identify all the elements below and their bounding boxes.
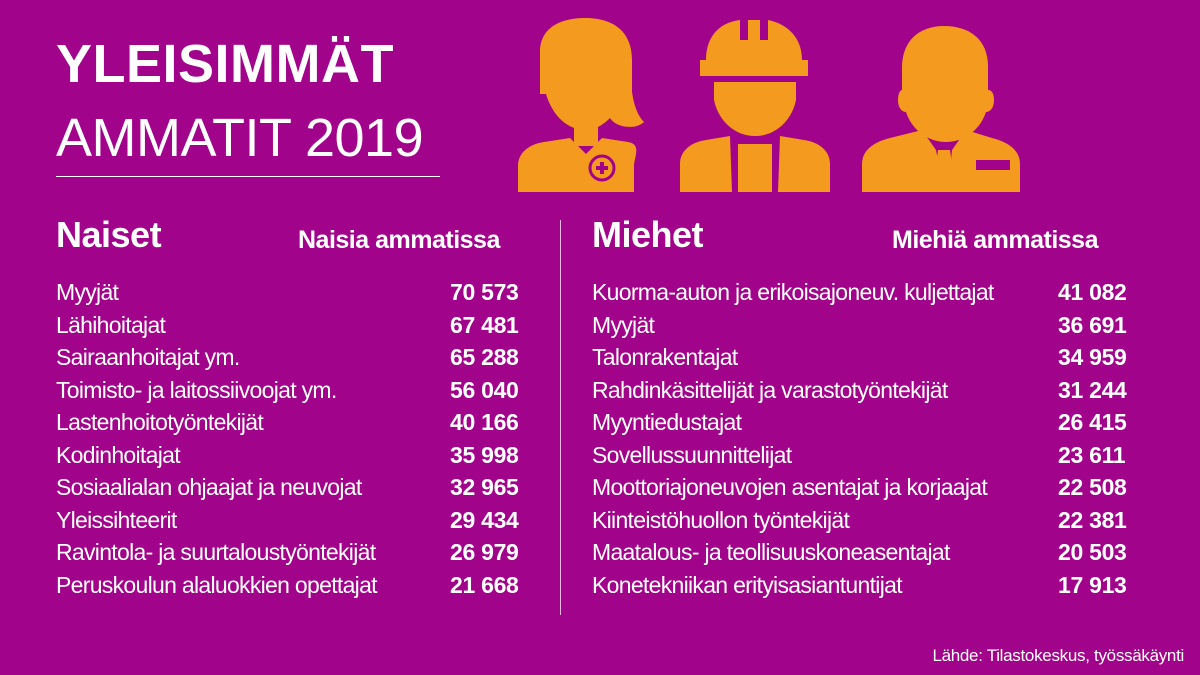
occupation-count: 22 381	[1058, 506, 1127, 533]
women-occupation-row: Lähihoitajat 67 481	[56, 309, 546, 342]
construction-worker-icon	[680, 20, 830, 192]
men-heading: Miehet	[592, 214, 704, 255]
women-occupation-row: Toimisto- ja laitossiivoojat ym. 56 040	[56, 374, 546, 407]
women-subheading: Naisia ammatissa	[298, 226, 500, 254]
occupation-name: Kiinteistöhuollon työntekijät	[592, 506, 850, 533]
occupation-name: Moottoriajoneuvojen asentajat ja korjaaj…	[592, 474, 988, 500]
occupation-name: Sairaanhoitajat ym.	[56, 344, 240, 370]
occupation-name: Peruskoulun alaluokkien opettajat	[56, 571, 378, 598]
occupation-count: 41 082	[1058, 279, 1127, 305]
nurse-icon	[518, 18, 644, 192]
women-occupation-row: Yleissihteerit 29 434	[56, 504, 546, 537]
occupation-name: Myyntiedustajat	[592, 409, 742, 435]
occupation-count: 36 691	[1058, 311, 1127, 338]
occupation-name: Yleissihteerit	[56, 506, 177, 533]
occupation-count: 23 611	[1058, 441, 1126, 468]
occupation-count: 29 434	[450, 506, 519, 533]
women-occupation-row: Sairaanhoitajat ym. 65 288	[56, 341, 546, 374]
occupation-count: 31 244	[1058, 376, 1127, 403]
occupation-count: 34 959	[1058, 344, 1127, 370]
occupation-name: Toimisto- ja laitossiivoojat ym.	[56, 376, 337, 403]
occupation-name: Myyjät	[592, 311, 655, 338]
men-occupation-row: Rahdinkäsittelijät ja varastotyöntekijät…	[592, 374, 1152, 407]
occupation-count: 35 998	[450, 441, 519, 468]
men-occupation-row: Maatalous- ja teollisuuskoneasentajat 20 …	[592, 536, 1152, 569]
occupation-count: 56 040	[450, 376, 519, 403]
men-occupation-row: Kuorma-auton ja erikoisajoneuv. kuljetta…	[592, 276, 1152, 309]
occupation-count: 21 668	[450, 571, 519, 598]
businessman-icon	[862, 26, 1020, 192]
occupation-count: 67 481	[450, 311, 519, 338]
men-occupation-row: Myyntiedustajat 26 415	[592, 406, 1152, 439]
women-occupation-row: Ravintola- ja suurtaloustyöntekijät 26 97…	[56, 536, 546, 569]
men-occupation-row: Sovellussuunnittelijat 23 611	[592, 439, 1152, 472]
women-heading: Naiset	[56, 214, 162, 255]
occupation-icons	[518, 18, 1020, 192]
men-occupation-row: Myyjät 36 691	[592, 309, 1152, 342]
men-occupation-row: Konetekniikan erityisasiantuntijat 17 913	[592, 569, 1152, 602]
occupation-name: Sosiaalialan ohjaajat ja neuvojat	[56, 474, 362, 500]
occupation-name: Maatalous- ja teollisuuskoneasentajat	[592, 539, 950, 565]
men-subheading: Miehiä ammatissa	[892, 226, 1099, 254]
occupation-name: Lähihoitajat	[56, 311, 166, 338]
women-occupation-row: Peruskoulun alaluokkien opettajat 21 668	[56, 569, 546, 602]
occupation-count: 20 503	[1058, 539, 1127, 565]
women-occupation-row: Myyjät 70 573	[56, 276, 546, 309]
women-occupation-row: Lastenhoitotyöntekijät 40 166	[56, 406, 546, 439]
occupation-name: Kodinhoitajat	[56, 441, 181, 468]
occupation-count: 70 573	[450, 279, 519, 305]
title-underline	[56, 176, 440, 177]
occupation-count: 17 913	[1058, 571, 1127, 598]
occupation-name: Rahdinkäsittelijät ja varastotyöntekijät	[592, 376, 948, 403]
occupation-name: Konetekniikan erityisasiantuntijat	[592, 571, 903, 598]
occupation-count: 26 415	[1058, 409, 1127, 435]
occupation-count: 40 166	[450, 409, 519, 435]
men-occupation-row: Moottoriajoneuvojen asentajat ja korjaaj…	[592, 471, 1152, 504]
women-occupation-list: Myyjät 70 573 Lähihoitajat 67 481 Sairaanhoi…	[56, 276, 546, 601]
women-occupation-row: Kodinhoitajat 35 998	[56, 439, 546, 472]
column-divider	[560, 220, 561, 615]
occupation-count: 32 965	[450, 474, 519, 500]
occupation-name: Myyjät	[56, 279, 119, 305]
occupation-name: Sovellussuunnittelijat	[592, 441, 792, 468]
occupation-name: Talonrakentajat	[592, 344, 738, 370]
occupation-name: Lastenhoitotyöntekijät	[56, 409, 264, 435]
men-occupation-row: Talonrakentajat 34 959	[592, 341, 1152, 374]
page-title-line2: AMMATIT 2019	[56, 108, 424, 168]
occupation-count: 26 979	[450, 539, 519, 565]
source-note: Lähde: Tilastokeskus, työssäkäynti	[932, 646, 1184, 665]
men-occupation-list: Kuorma-auton ja erikoisajoneuv. kuljetta…	[592, 276, 1152, 601]
occupation-count: 65 288	[450, 344, 519, 370]
women-occupation-row: Sosiaalialan ohjaajat ja neuvojat 32 965	[56, 471, 546, 504]
page-title-line1: YLEISIMMÄT	[56, 34, 394, 94]
occupation-name: Ravintola- ja suurtaloustyöntekijät	[56, 539, 376, 565]
occupation-count: 22 508	[1058, 474, 1127, 500]
occupation-name: Kuorma-auton ja erikoisajoneuv. kuljetta…	[592, 279, 994, 305]
men-occupation-row: Kiinteistöhuollon työntekijät 22 381	[592, 504, 1152, 537]
